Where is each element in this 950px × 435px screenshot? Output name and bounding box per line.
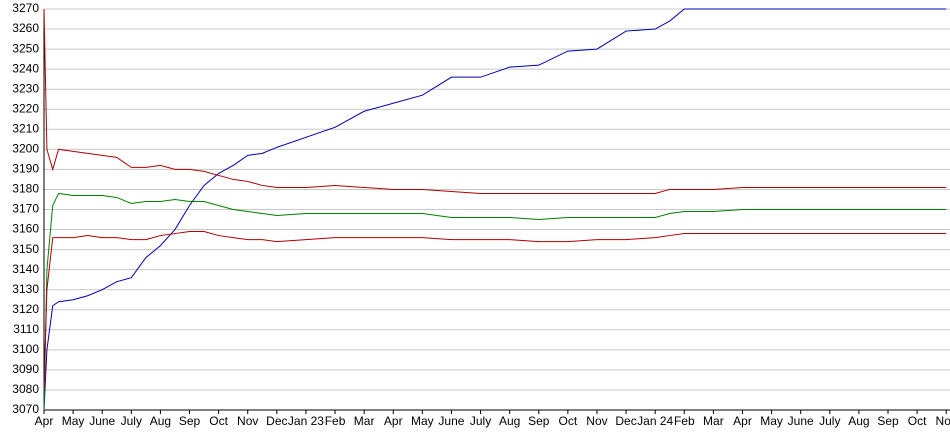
x-tick-label: May	[62, 414, 85, 428]
y-tick-label: 3240	[12, 61, 39, 75]
y-tick-label: 3100	[12, 342, 39, 356]
x-tick-label: Jan 23	[288, 414, 324, 428]
x-tick-label: July	[121, 414, 142, 428]
x-tick-label: Dec	[266, 414, 287, 428]
y-tick-label: 3170	[12, 202, 39, 216]
x-tick-label: Oct	[209, 414, 228, 428]
x-tick-label: Nov	[586, 414, 607, 428]
x-tick-label: Sep	[877, 414, 899, 428]
data-line	[43, 8, 947, 411]
x-tick-label: Oct	[908, 414, 927, 428]
y-tick-label: 3200	[12, 142, 39, 156]
x-tick-label: Nov	[936, 414, 950, 428]
x-tick-label: June	[788, 414, 814, 428]
y-tick-label: 3110	[13, 322, 39, 336]
y-tick-label: 3160	[12, 222, 39, 236]
y-tick-label: 3090	[12, 362, 39, 376]
x-tick-label: Mar	[703, 414, 724, 428]
y-tick-label: 3070	[12, 402, 39, 416]
x-tick-label: Feb	[674, 414, 695, 428]
x-tick-label: May	[760, 414, 783, 428]
x-tick-label: May	[411, 414, 434, 428]
x-tick-label: Mar	[354, 414, 375, 428]
y-tick-label: 3270	[12, 1, 39, 15]
y-tick-label: 3210	[12, 121, 39, 135]
x-tick-label: Sep	[179, 414, 201, 428]
data-line	[43, 231, 947, 390]
y-tick-label: 3180	[12, 182, 39, 196]
x-tick-label: Apr	[35, 414, 54, 428]
y-tick-label: 3140	[12, 262, 39, 276]
y-tick-label: 3150	[12, 242, 39, 256]
y-tick-label: 3190	[12, 162, 39, 176]
x-tick-label: Apr	[384, 414, 403, 428]
x-tick-label: Oct	[559, 414, 578, 428]
x-tick-label: Aug	[499, 414, 520, 428]
x-tick-label: June	[438, 414, 464, 428]
data-line	[43, 192, 947, 411]
y-tick-label: 3130	[12, 282, 39, 296]
x-tick-label: Jan 24	[637, 414, 673, 428]
x-tick-label: Aug	[150, 414, 171, 428]
x-tick-label: June	[89, 414, 115, 428]
y-tick-label: 3220	[12, 101, 39, 115]
x-tick-label: July	[819, 414, 840, 428]
x-tick-label: Dec	[615, 414, 636, 428]
y-tick-label: 3250	[12, 41, 39, 55]
x-tick-label: Aug	[848, 414, 869, 428]
y-tick-label: 3260	[12, 21, 39, 35]
x-tick-label: Apr	[733, 414, 752, 428]
x-tick-label: Feb	[325, 414, 346, 428]
x-tick-label: July	[470, 414, 491, 428]
y-tick-label: 3120	[12, 302, 39, 316]
y-tick-label: 3230	[12, 81, 39, 95]
data-line	[43, 8, 947, 194]
y-tick-label: 3080	[12, 382, 39, 396]
x-tick-label: Sep	[528, 414, 550, 428]
x-tick-label: Nov	[237, 414, 258, 428]
